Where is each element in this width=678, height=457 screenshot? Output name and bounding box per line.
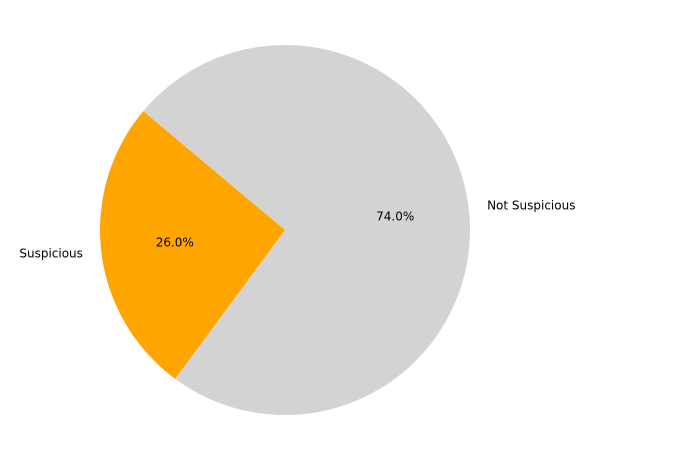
pie-pct-label: 74.0% xyxy=(376,209,414,223)
pie-slice-not-suspicious xyxy=(143,45,470,416)
pie-slice-suspicious xyxy=(99,111,285,379)
pie-pct-label: 26.0% xyxy=(156,236,194,250)
pie-category-label: Not Suspicious xyxy=(487,198,575,212)
pie-category-label: Suspicious xyxy=(19,247,83,261)
